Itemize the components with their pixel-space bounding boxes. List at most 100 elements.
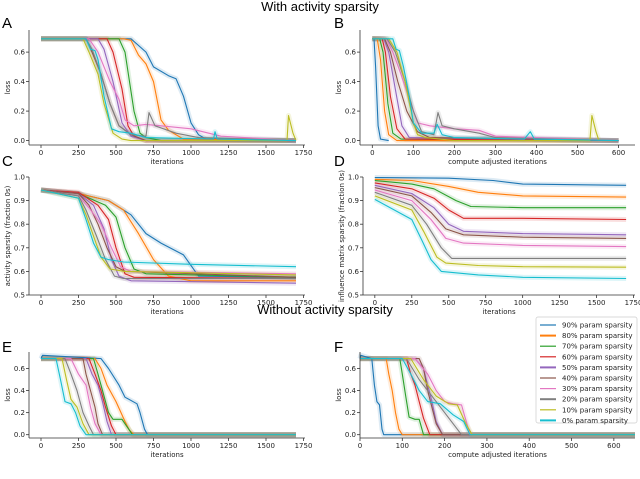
y-tick-label: 0.9 (14, 197, 25, 205)
x-tick-label: 0 (39, 149, 43, 157)
x-tick-label: 1750 (625, 299, 640, 307)
legend-entry: 0% param sparsity (540, 417, 628, 425)
x-tick-label: 1500 (257, 299, 275, 307)
series-line (40, 189, 297, 268)
x-tick-label: 100 (396, 442, 409, 450)
y-tick-label: 0.6 (348, 268, 360, 276)
legend-label: 30% param sparsity (562, 385, 632, 393)
x-tick-label: 1250 (220, 442, 238, 450)
series-line (41, 358, 296, 436)
y-tick-label: 0.4 (345, 78, 357, 86)
x-tick-label: 750 (147, 149, 160, 157)
series-band (41, 36, 297, 144)
x-tick-label: 500 (109, 299, 122, 307)
series-line (360, 358, 635, 436)
x-tick-label: 400 (523, 442, 536, 450)
series-line (372, 38, 619, 142)
y-tick-label: 0.8 (14, 221, 25, 229)
series-line (374, 195, 627, 268)
panel-label: D (334, 153, 345, 170)
x-tick-label: 1000 (182, 442, 200, 450)
series-line (374, 176, 627, 186)
panel-e: E 0 250 500 750 1000 1250 1500 1750 0.0 0.2 0.4 0.6 i… (2, 339, 312, 459)
panel-label: C (2, 153, 13, 170)
y-tick-label: 0.6 (14, 49, 26, 57)
legend-entry: 60% param sparsity (540, 353, 632, 361)
series-line (372, 38, 619, 142)
y-tick-label: 0.6 (14, 268, 26, 276)
series-line (41, 358, 296, 436)
y-axis-label: influence matrix sparsity (fraction 0s) (338, 170, 346, 302)
series-line (372, 38, 619, 142)
x-tick-label: 600 (612, 149, 625, 157)
y-axis-label: loss (4, 80, 12, 94)
series-line (374, 198, 627, 280)
series-line (372, 38, 600, 142)
legend-label: 70% param sparsity (562, 343, 632, 351)
x-axis-label: iterations (482, 308, 516, 316)
series-line (41, 358, 296, 436)
panel-label: A (2, 15, 12, 32)
x-tick-label: 0 (39, 442, 43, 450)
y-tick-label: 0.2 (14, 409, 25, 417)
y-tick-label: 0.5 (14, 292, 25, 300)
y-tick-label: 1.0 (348, 174, 359, 182)
series-line (360, 358, 635, 436)
title-with-activity-sparsity: With activity sparsity (261, 0, 379, 14)
x-tick-label: 600 (607, 442, 620, 450)
y-axis-label: loss (4, 388, 12, 402)
x-tick-label: 0 (358, 442, 362, 450)
series-line (41, 358, 296, 436)
y-axis-label: loss (335, 80, 343, 94)
y-tick-label: 0.8 (348, 221, 359, 229)
series-line (41, 358, 296, 436)
x-tick-label: 750 (147, 299, 160, 307)
x-tick-label: 1000 (514, 299, 532, 307)
series-line (40, 189, 296, 280)
legend-label: 60% param sparsity (562, 353, 632, 361)
series-line (374, 191, 627, 259)
legend-entry: 70% param sparsity (540, 343, 632, 351)
series-line (41, 38, 297, 142)
x-tick-label: 1500 (257, 442, 275, 450)
x-tick-label: 500 (109, 149, 122, 157)
series-line (41, 358, 296, 436)
series-line (360, 358, 635, 436)
y-tick-label: 0.4 (14, 78, 26, 86)
series-line (41, 38, 297, 142)
x-tick-label: 1750 (295, 149, 313, 157)
y-tick-label: 0.0 (14, 431, 25, 439)
x-tick-label: 750 (479, 299, 492, 307)
panel-a: A 0 250 500 750 1000 1250 1500 1750 0.0 0.2 0.4 0.6 i… (2, 15, 312, 166)
y-tick-label: 0.4 (345, 387, 357, 395)
y-tick-label: 0.6 (345, 49, 357, 57)
series-line (41, 38, 297, 142)
x-tick-label: 500 (571, 149, 584, 157)
legend-entry: 50% param sparsity (540, 364, 632, 372)
legend-entry: 80% param sparsity (540, 332, 632, 340)
series-line (374, 182, 627, 221)
series-line (40, 189, 297, 275)
series-line (360, 358, 635, 436)
series-line (372, 38, 619, 142)
x-tick-label: 0 (373, 299, 377, 307)
y-tick-label: 0.5 (348, 292, 359, 300)
x-tick-label: 300 (489, 149, 502, 157)
x-tick-label: 200 (448, 149, 461, 157)
x-tick-label: 1500 (588, 299, 606, 307)
legend-entry: 10% param sparsity (540, 406, 632, 414)
y-tick-label: 0.0 (14, 137, 25, 145)
panel-f: F 0 100 200 300 400 500 600 0.0 0.2 0.4 0.6 compute … (334, 339, 635, 459)
x-axis-label: compute adjusted iterations (448, 451, 547, 459)
series-line (374, 189, 627, 248)
x-axis-label: iterations (150, 158, 184, 166)
x-tick-label: 1250 (220, 149, 238, 157)
y-tick-label: 0.7 (348, 244, 359, 252)
x-tick-label: 400 (530, 149, 543, 157)
series-line (40, 354, 296, 436)
x-tick-label: 500 (442, 299, 455, 307)
series-line (40, 189, 296, 282)
panel-label: E (2, 339, 12, 356)
series-line (41, 358, 296, 436)
